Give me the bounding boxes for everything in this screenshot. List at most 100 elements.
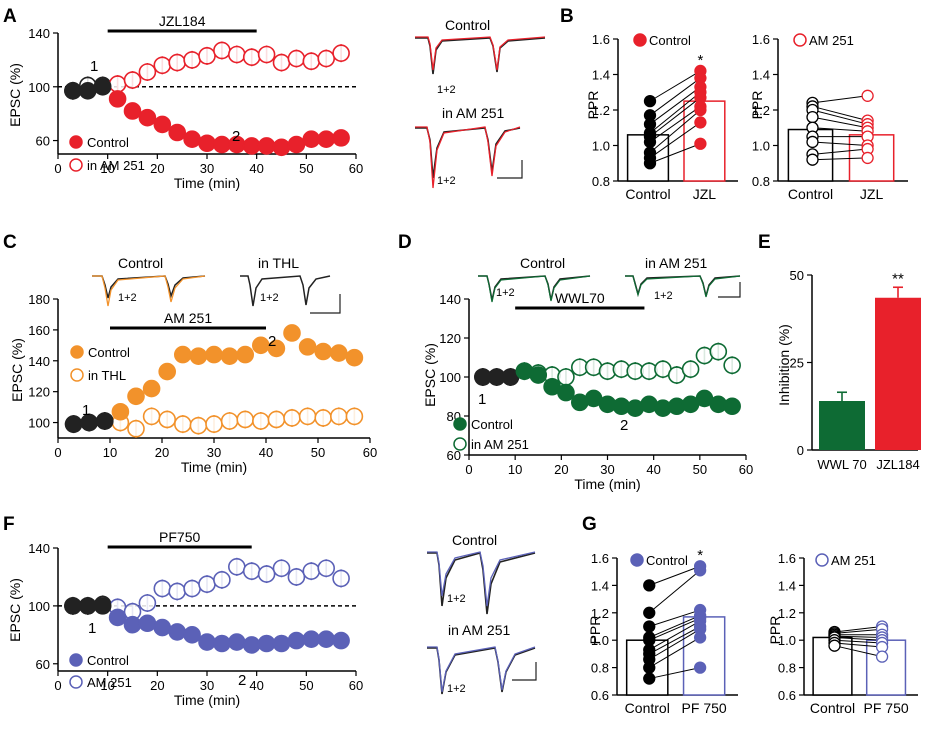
legend-marker [633, 33, 647, 47]
bar-control [812, 636, 853, 696]
data-point [79, 82, 97, 100]
significance-marker: ** [892, 270, 904, 287]
y-axis-label: PPR [587, 616, 603, 645]
y-tick-label: 1.6 [752, 32, 770, 47]
trace-d-right-label: 1+2 [654, 290, 673, 302]
x-tick-label: 50 [693, 462, 707, 477]
legend-marker [69, 675, 83, 689]
y-tick-label: 100 [439, 370, 461, 385]
data-point [693, 661, 707, 674]
y-tick-label: 0.8 [752, 174, 770, 189]
y-tick-label: 100 [28, 599, 50, 614]
y-tick-label: 0.6 [591, 688, 609, 703]
x-tick-label: 20 [554, 462, 568, 477]
legend-marker [630, 553, 644, 567]
data-point [64, 415, 83, 433]
trace-d-left-label: 1+2 [496, 287, 515, 299]
data-point [875, 650, 889, 663]
x-tick-label: 50 [311, 445, 325, 460]
y-tick-label: 1.2 [778, 606, 796, 621]
legend-label: Control [87, 135, 129, 150]
data-point [314, 342, 333, 361]
data-point [64, 597, 82, 615]
x-axis-label: Time (min) [574, 476, 640, 492]
x-axis-label: Time (min) [181, 459, 247, 475]
panel-label-f: F [3, 514, 15, 535]
data-point [153, 579, 172, 598]
data-point [251, 412, 270, 430]
pair-line [649, 122, 701, 159]
data-point [108, 90, 127, 108]
data-point [228, 633, 246, 651]
data-point [138, 614, 157, 633]
pair-line [649, 106, 701, 143]
data-point [694, 103, 707, 117]
annotation-1: 1 [90, 58, 98, 75]
y-tick-label: 25 [790, 356, 804, 371]
trace-c-right-title: in THL [258, 255, 299, 271]
data-point [242, 562, 261, 580]
bar [819, 401, 865, 450]
traces-a: Control 1+2 in AM 251 1+2 [415, 17, 546, 189]
panel-label-a: A [3, 6, 17, 27]
data-point [317, 630, 336, 648]
trace-a-top-title: Control [445, 17, 490, 33]
data-point [529, 366, 548, 384]
drug-bar-label: WWL70 [555, 290, 605, 306]
data-point [189, 416, 208, 435]
data-point [317, 559, 336, 578]
trace-a-bottom-title: in AM 251 [442, 105, 504, 121]
pair-line [649, 91, 701, 134]
pair-line [649, 109, 701, 153]
data-point [329, 344, 348, 362]
data-point [302, 52, 321, 71]
pair-line [834, 636, 883, 641]
pair-line [648, 637, 701, 669]
y-axis-label: PPR [767, 616, 783, 645]
pair-line [812, 148, 868, 155]
significance-marker: * [697, 547, 703, 564]
data-point [332, 44, 350, 62]
data-point [236, 410, 254, 429]
y-axis-label: PPR [749, 91, 765, 120]
data-point [723, 356, 741, 375]
data-point [198, 633, 216, 651]
chart-e: 0 25 50 Inhibition (%) WWL 70 JZL184 ** [776, 268, 921, 472]
data-point [123, 615, 142, 634]
data-point [723, 397, 741, 416]
pair-line [649, 143, 701, 164]
y-tick-label: 1.0 [592, 139, 610, 154]
trace-a-top-label: 1+2 [437, 84, 456, 96]
data-point [272, 559, 291, 578]
data-point [806, 110, 819, 124]
data-point [183, 579, 201, 598]
y-tick-label: 140 [439, 292, 461, 307]
y-tick-label: 1.4 [752, 68, 770, 83]
pair-line [649, 565, 701, 586]
data-point [257, 634, 276, 653]
trace-f-top-label: 1+2 [447, 593, 466, 605]
x-tick-label: 30 [200, 678, 214, 693]
data-point [213, 571, 231, 589]
data-point [345, 407, 364, 426]
data-point [643, 94, 657, 108]
y-tick-label: 50 [790, 268, 804, 283]
pair-line [834, 626, 883, 633]
data-point [183, 626, 201, 644]
y-axis-label: EPSC (%) [9, 338, 25, 402]
chart-b2: 0.8 1.0 1.2 1.4 1.6 PPR Control JZL AM 251 [749, 32, 908, 202]
pair-line [649, 620, 701, 651]
pair-line [649, 667, 701, 680]
chart-g1: 0.6 0.8 1.0 1.2 1.4 1.6 PPR Control PF 750 * Contr… [587, 547, 738, 716]
x-tick-label: 50 [299, 678, 313, 693]
data-point [806, 153, 819, 166]
data-point [287, 135, 306, 154]
y-axis-label: EPSC (%) [7, 578, 23, 642]
data-point [168, 582, 186, 601]
pair-line [812, 157, 868, 161]
x-tick-label: Control [625, 700, 670, 716]
trace-f-bottom-label: 1+2 [447, 683, 466, 695]
data-point [332, 569, 350, 588]
annotation-2: 2 [268, 333, 276, 350]
data-point [236, 345, 254, 364]
